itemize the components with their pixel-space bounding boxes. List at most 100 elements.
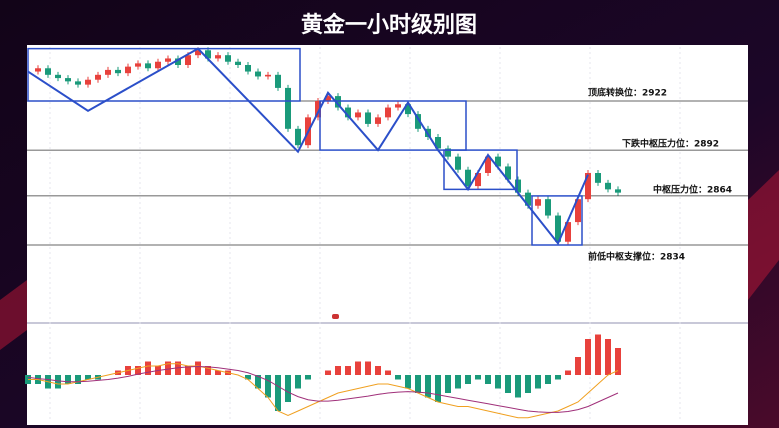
macd-bar	[415, 375, 421, 393]
candle	[45, 68, 51, 75]
candle	[235, 61, 241, 65]
candle	[335, 96, 341, 108]
candle	[75, 81, 81, 85]
zigzag-line	[27, 47, 589, 246]
pivot-box	[319, 100, 467, 151]
macd-bar	[405, 375, 411, 389]
candle	[565, 222, 571, 242]
candle	[295, 128, 301, 146]
candle	[265, 74, 271, 77]
macd-bar	[595, 334, 601, 375]
macd-bar	[335, 366, 341, 375]
pivot-box	[27, 47, 301, 102]
candle	[615, 189, 621, 193]
macd-bar	[495, 375, 501, 389]
candle	[585, 173, 591, 200]
pivot-box	[531, 195, 583, 246]
candle	[325, 96, 331, 101]
candle	[485, 156, 491, 173]
macd-bar	[275, 375, 281, 411]
candle	[115, 69, 121, 74]
level-label: 下跌中枢压力位：2892	[622, 138, 719, 150]
macd-bar	[525, 375, 531, 393]
macd-bar	[205, 366, 211, 375]
macd-bar	[55, 375, 61, 389]
macd-bar	[575, 357, 581, 375]
candle	[475, 173, 481, 187]
macd-bar	[425, 375, 431, 398]
candle	[205, 50, 211, 59]
macd-bar	[285, 375, 291, 402]
macd-bar	[615, 348, 621, 375]
candle	[525, 192, 531, 206]
candle	[105, 69, 111, 75]
macd-bar	[555, 375, 561, 380]
chart-title: 黄金一小时级别图	[301, 12, 477, 38]
macd-bar	[325, 370, 331, 375]
candle	[445, 148, 451, 157]
candle	[315, 101, 321, 118]
candle	[175, 58, 181, 65]
candle	[405, 104, 411, 115]
candle	[605, 182, 611, 190]
macd-bar	[475, 375, 481, 380]
macd-bar	[305, 375, 311, 380]
macd-bar	[545, 375, 551, 384]
macd-bar	[85, 375, 91, 380]
macd-bar	[295, 375, 301, 389]
macd-bar	[195, 361, 201, 375]
macd-bar	[65, 375, 71, 384]
macd-bar	[585, 339, 591, 375]
macd-bar	[365, 361, 371, 375]
pivot-box	[443, 149, 518, 191]
macd-bar	[445, 375, 451, 393]
candle	[55, 74, 61, 79]
candle	[215, 55, 221, 59]
candle	[135, 63, 141, 67]
candle	[455, 156, 461, 170]
candle	[535, 199, 541, 206]
candle	[435, 137, 441, 149]
macd-bar	[245, 375, 251, 380]
candle	[395, 104, 401, 108]
candle	[465, 169, 471, 187]
decor	[0, 280, 27, 350]
candle	[195, 50, 201, 56]
macd-bar	[455, 375, 461, 389]
candle	[245, 65, 251, 72]
candle	[65, 78, 71, 82]
macd-bar	[375, 366, 381, 375]
level-label: 前低中枢支撑位：2834	[588, 251, 685, 263]
marker	[332, 314, 339, 319]
macd-bar	[265, 375, 271, 398]
candle	[275, 74, 281, 88]
macd-bar	[255, 375, 261, 389]
candle	[85, 79, 91, 85]
candle	[185, 55, 191, 65]
decor	[748, 170, 779, 300]
macd-bar	[605, 339, 611, 375]
macd-bar	[355, 361, 361, 375]
macd-bar	[185, 366, 191, 375]
macd-bar	[135, 366, 141, 375]
candle	[495, 156, 501, 167]
candle	[595, 173, 601, 183]
candle	[285, 87, 291, 129]
candle	[385, 107, 391, 118]
candle	[155, 61, 161, 69]
level-label: 中枢压力位：2864	[653, 183, 732, 195]
candle	[505, 166, 511, 180]
candle	[95, 74, 101, 80]
candle	[415, 114, 421, 129]
candle	[515, 179, 521, 193]
candle	[35, 68, 41, 72]
candle	[165, 58, 171, 62]
candle	[555, 215, 561, 242]
macd-bar	[535, 375, 541, 389]
macd-bar	[345, 366, 351, 375]
dif-line	[28, 363, 619, 419]
macd-bar	[75, 375, 81, 384]
macd-bar	[385, 370, 391, 375]
